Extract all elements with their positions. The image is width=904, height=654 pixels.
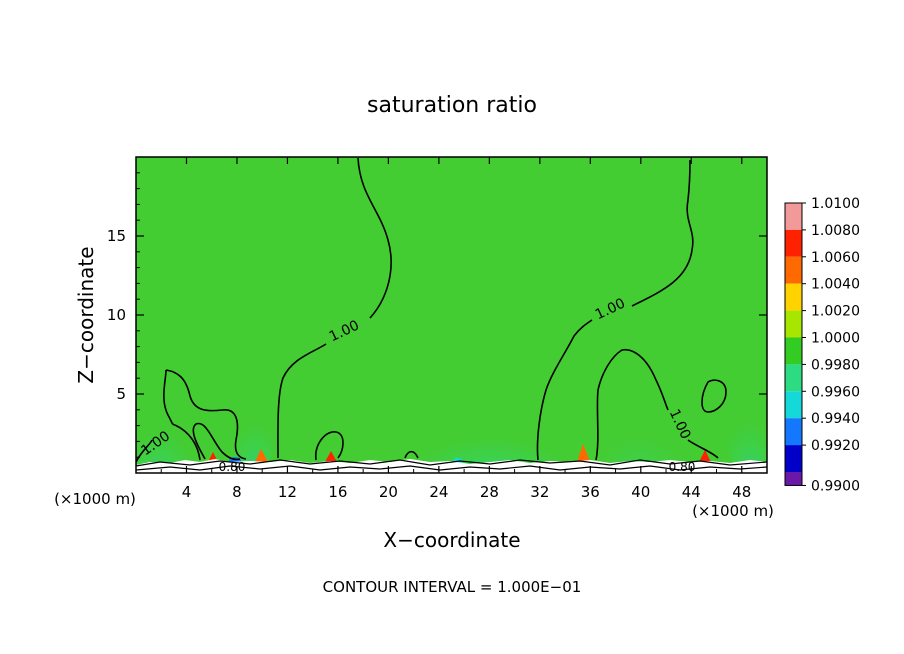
x-tick-label: 8 (232, 483, 242, 501)
colorbar-label: 0.9980 (811, 357, 860, 373)
colorbar-swatch (785, 256, 802, 284)
y-tick-label: 5 (116, 385, 126, 403)
field-patch (600, 405, 680, 473)
y-tick-label: 10 (107, 306, 126, 324)
field-hotspot-core (325, 451, 337, 462)
colorbar-label: 0.9940 (811, 411, 860, 427)
field-hotspot-core (577, 444, 590, 462)
contour-labels: 1.00 1.00 1.00 1.00 0.80 0.80 (138, 296, 696, 474)
contour-line (136, 459, 767, 467)
plot-area: 1.00 1.00 1.00 1.00 0.80 0.80 (136, 157, 767, 474)
colorbar-label: 0.9900 (811, 478, 860, 494)
colorbar-label: 1.0100 (811, 196, 860, 212)
contour-line (192, 422, 241, 461)
colorbar-swatch (785, 445, 802, 472)
x-tick-label: 48 (732, 483, 751, 501)
contour-line (163, 369, 176, 426)
contour-lines (136, 157, 767, 471)
colorbar-frame (784, 202, 803, 486)
colorbar-label: 1.0060 (811, 250, 860, 266)
contour-line (701, 379, 727, 413)
contour-line (404, 450, 419, 459)
field-patch (725, 385, 767, 473)
x-tick-label: 16 (328, 483, 347, 501)
contour-line (315, 431, 344, 461)
colorbar-label: 0.9920 (811, 438, 860, 454)
colorbar-swatch (785, 229, 802, 257)
contour-line (136, 465, 767, 471)
y-axis-label: Z−coordinate (74, 246, 98, 383)
field-patch (136, 395, 190, 473)
colorbar-label: 0.9960 (811, 384, 860, 400)
colorbar: 1.0100 1.0080 1.0060 1.0040 1.0020 1.0000 0.99… (784, 196, 860, 494)
x-tick-label: 28 (480, 483, 499, 501)
x-unit-left: (×1000 m) (54, 490, 136, 508)
x-axis-label: X−coordinate (383, 528, 520, 552)
chart-title: saturation ratio (367, 93, 537, 118)
colorbar-label: 1.0080 (811, 223, 860, 239)
contour-line (165, 369, 247, 460)
contour-line (277, 343, 327, 459)
contour-line (595, 348, 669, 461)
x-tick-label: 32 (530, 483, 549, 501)
contour-line (631, 159, 694, 307)
x-tick-label: 44 (682, 483, 701, 501)
x-tick-label: 12 (278, 483, 297, 501)
contour-line (174, 424, 201, 461)
colorbar-swatch (785, 472, 802, 486)
contour-label: 0.80 (669, 460, 696, 474)
colorbar-swatch (785, 337, 802, 365)
x-tick-label: 24 (429, 483, 448, 501)
colorbar-swatch (785, 418, 802, 446)
x-tick-label: 40 (631, 483, 650, 501)
footer-note: CONTOUR INTERVAL = 1.000E−01 (323, 578, 582, 596)
field-hotspot-core (699, 450, 711, 462)
colorbar-swatch (785, 310, 802, 338)
contour-line (357, 157, 392, 319)
contour-line (687, 439, 719, 459)
x-tick-label: 4 (182, 483, 192, 501)
colorbar-swatch (785, 203, 802, 230)
colorbar-swatch (785, 391, 802, 419)
contour-line (136, 439, 153, 463)
colorbar-swatch (785, 364, 802, 392)
y-tick-label: 15 (107, 227, 126, 245)
colorbar-swatch (785, 283, 802, 311)
contour-line (536, 319, 593, 461)
colorbar-label: 1.0000 (811, 331, 860, 347)
contour-label: 0.80 (219, 460, 246, 474)
x-tick-label: 36 (581, 483, 600, 501)
colorbar-label: 1.0040 (811, 277, 860, 293)
terrain-mask (136, 459, 767, 473)
colorbar-label: 1.0020 (811, 304, 860, 320)
field-hotspot-core (255, 449, 268, 462)
x-unit-right: (×1000 m) (692, 502, 774, 520)
field-patch (420, 410, 560, 473)
x-tick-label: 20 (379, 483, 398, 501)
